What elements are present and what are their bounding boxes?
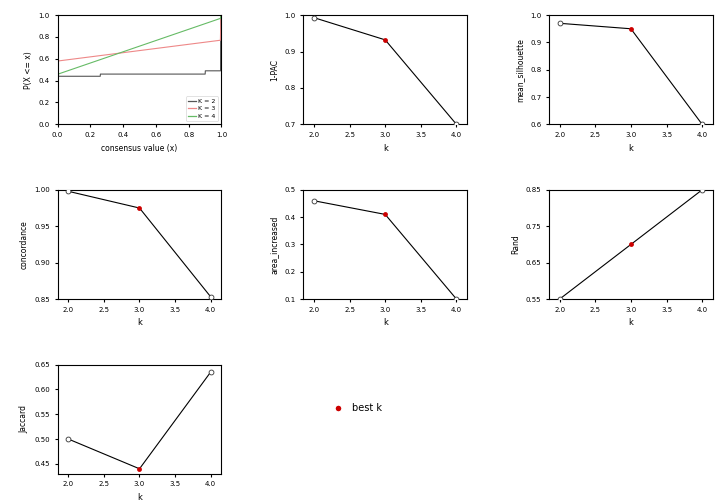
Y-axis label: P(X <= x): P(X <= x) [24,51,33,89]
X-axis label: k: k [383,318,387,327]
Legend: best k: best k [325,399,386,417]
X-axis label: k: k [137,493,142,502]
Legend: K = 2, K = 3, K = 4: K = 2, K = 3, K = 4 [186,96,218,121]
Y-axis label: Jaccard: Jaccard [19,405,29,433]
X-axis label: k: k [629,144,634,153]
Y-axis label: mean_silhouette: mean_silhouette [516,38,525,102]
Y-axis label: Rand: Rand [511,234,520,255]
X-axis label: k: k [629,318,634,327]
X-axis label: k: k [383,144,387,153]
X-axis label: k: k [137,318,142,327]
X-axis label: consensus value (x): consensus value (x) [102,144,178,153]
Y-axis label: concordance: concordance [19,220,29,269]
Y-axis label: 1-PAC: 1-PAC [270,59,279,81]
Y-axis label: area_increased: area_increased [270,215,279,274]
